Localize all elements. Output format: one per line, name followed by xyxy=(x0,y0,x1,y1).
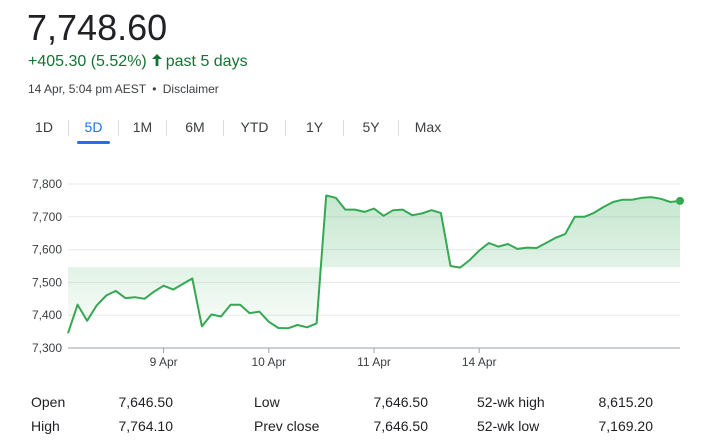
tab-divider xyxy=(68,120,69,136)
tab-divider xyxy=(343,120,344,136)
disclaimer-link[interactable]: Disclaimer xyxy=(162,82,219,96)
stat-label-52wk-low: 52-wk low xyxy=(477,418,540,434)
price-chart[interactable]: 7,300 7,400 7,500 7,600 7,700 7,800 9 Apr 10 Ap… xyxy=(0,160,711,375)
stat-label-prev-close: Prev close xyxy=(254,418,320,434)
y-tick-label: 7,700 xyxy=(32,210,62,224)
arrow-up-icon xyxy=(151,52,162,72)
stat-value-52wk-high: 8,615.20 xyxy=(598,394,654,410)
x-tick-label: 14 Apr xyxy=(462,355,497,369)
tab-1d[interactable]: 1D xyxy=(35,119,53,135)
tab-max[interactable]: Max xyxy=(414,119,442,135)
tab-divider xyxy=(166,120,167,136)
stat-label-open: Open xyxy=(31,394,66,410)
x-tick-label: 9 Apr xyxy=(150,355,178,369)
stat-label-high: High xyxy=(31,418,60,434)
current-price: 7,748.60 xyxy=(27,7,168,48)
stat-value-52wk-low: 7,169.20 xyxy=(598,418,654,434)
stat-label-52wk-high: 52-wk high xyxy=(477,394,545,410)
y-tick-label: 7,500 xyxy=(32,275,62,289)
price-change: +405.30 (5.52%) xyxy=(28,53,147,70)
tab-divider xyxy=(398,120,399,136)
tab-divider xyxy=(118,120,119,136)
stat-label-low: Low xyxy=(254,394,280,410)
stat-value-high: 7,764.10 xyxy=(118,418,174,434)
stats-table: Open 7,646.50 High 7,764.10 Low 7,646.50… xyxy=(0,388,711,438)
y-tick-label: 7,400 xyxy=(32,308,62,322)
tab-1y[interactable]: 1Y xyxy=(305,119,324,135)
meta-separator: • xyxy=(152,82,157,96)
quote-meta: 14 Apr, 5:04 pm AEST • Disclaimer xyxy=(28,81,219,97)
tab-5d[interactable]: 5D xyxy=(77,112,110,144)
x-tick-label: 10 Apr xyxy=(251,355,286,369)
tab-1m[interactable]: 1M xyxy=(132,119,153,135)
change-period: past 5 days xyxy=(165,53,248,70)
last-price-dot xyxy=(676,196,684,205)
stat-value-low: 7,646.50 xyxy=(373,394,429,410)
range-tabs: 1D 5D 1M 6M YTD 1Y 5Y Max xyxy=(20,112,457,144)
stat-value-prev-close: 7,646.50 xyxy=(373,418,429,434)
stat-value-open: 7,646.50 xyxy=(118,394,174,410)
quote-timestamp: 14 Apr, 5:04 pm AEST xyxy=(28,82,146,96)
tab-divider xyxy=(285,120,286,136)
area-fill xyxy=(68,195,680,334)
price-change-row: +405.30 (5.52%) past 5 days xyxy=(28,52,248,72)
tab-divider xyxy=(223,120,224,136)
tab-6m[interactable]: 6M xyxy=(185,119,205,135)
y-tick-label: 7,600 xyxy=(32,243,62,257)
y-tick-label: 7,300 xyxy=(32,341,62,355)
price-line xyxy=(67,194,681,334)
tab-5y[interactable]: 5Y xyxy=(362,119,380,135)
x-tick-label: 11 Apr xyxy=(357,355,391,369)
tab-ytd[interactable]: YTD xyxy=(240,119,269,135)
y-tick-label: 7,800 xyxy=(32,177,62,191)
